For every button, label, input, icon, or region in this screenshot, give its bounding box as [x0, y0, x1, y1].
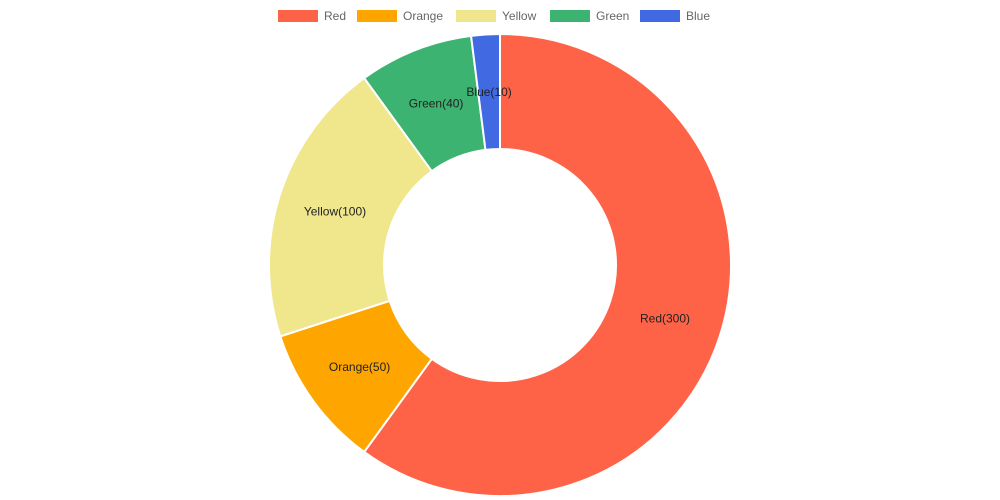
legend-label: Orange: [403, 9, 444, 23]
legend-label: Red: [324, 9, 347, 23]
legend-label: Yellow: [502, 9, 537, 23]
slice-red[interactable]: [362, 32, 732, 497]
legend-item-orange[interactable]: Orange: [357, 9, 443, 23]
legend-swatch: [640, 10, 680, 22]
legend-label: Blue: [686, 9, 711, 23]
data-label-orange: Orange(50): [329, 360, 390, 374]
data-label-yellow: Yellow(100): [304, 204, 366, 218]
legend-item-yellow[interactable]: Yellow: [456, 9, 536, 23]
slice-yellow[interactable]: [268, 76, 434, 338]
legend-swatch: [357, 10, 397, 22]
legend-item-blue[interactable]: Blue: [640, 9, 710, 23]
legend-swatch: [550, 10, 590, 22]
chart-legend: Red Orange Yellow Green Blue: [0, 0, 1000, 32]
legend-label: Green: [596, 9, 630, 23]
legend-swatch: [278, 10, 318, 22]
data-label-green: Green(40): [409, 97, 464, 111]
legend-item-green[interactable]: Green: [550, 9, 629, 23]
data-label-blue: Blue(10): [466, 85, 511, 99]
slice-blue[interactable]: [469, 32, 501, 152]
data-label-red: Red(300): [640, 312, 690, 326]
legend-swatch: [456, 10, 496, 22]
legend-item-red[interactable]: Red: [278, 9, 346, 23]
